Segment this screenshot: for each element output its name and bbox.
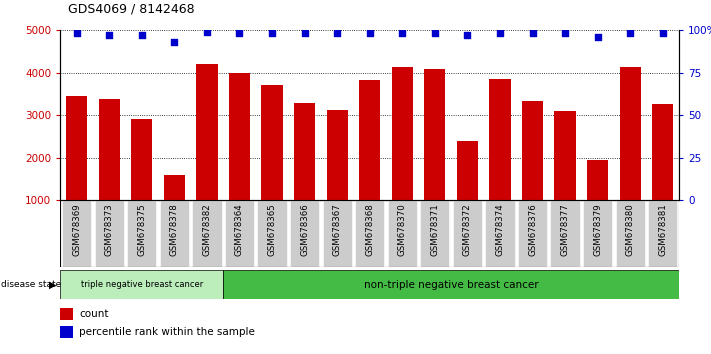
Text: ▶: ▶ (49, 280, 57, 290)
Bar (518, 200, 547, 267)
Point (169, 39, 180, 45)
Point (104, 32, 115, 38)
Text: GSM678371: GSM678371 (430, 203, 439, 256)
Point (234, 31, 245, 36)
Point (136, 32, 147, 38)
Bar (486, 200, 515, 267)
Point (364, 31, 375, 36)
Point (71, 31, 82, 36)
Text: GSM678368: GSM678368 (365, 203, 374, 256)
Point (527, 31, 538, 36)
Bar (60, 270, 223, 299)
Bar (225, 200, 254, 267)
Bar (453, 200, 482, 267)
Bar (192, 200, 222, 267)
Bar (616, 200, 645, 267)
Bar (229, 73, 250, 200)
Text: GSM678374: GSM678374 (496, 203, 504, 256)
Bar (424, 69, 445, 200)
Bar (326, 110, 348, 200)
Point (461, 32, 473, 38)
Bar (60, 308, 73, 320)
Bar (522, 102, 543, 200)
Bar (95, 200, 124, 267)
Point (397, 31, 408, 36)
Bar (555, 111, 576, 200)
Bar (652, 104, 673, 200)
Bar (489, 79, 510, 200)
Point (494, 31, 506, 36)
Bar (60, 326, 73, 338)
Bar (420, 200, 449, 267)
Bar (99, 99, 120, 200)
Text: percentile rank within the sample: percentile rank within the sample (79, 327, 255, 337)
Text: non-triple negative breast cancer: non-triple negative breast cancer (364, 280, 538, 290)
Text: GSM678376: GSM678376 (528, 203, 537, 256)
Bar (62, 200, 91, 267)
Text: GSM678378: GSM678378 (170, 203, 179, 256)
Text: GSM678367: GSM678367 (333, 203, 342, 256)
Bar (164, 175, 185, 200)
Bar (290, 200, 319, 267)
Point (429, 31, 441, 36)
Text: GSM678382: GSM678382 (203, 203, 211, 256)
Bar (262, 85, 283, 200)
Point (299, 31, 310, 36)
Bar (387, 200, 417, 267)
Point (331, 31, 343, 36)
Bar (550, 200, 579, 267)
Text: GSM678365: GSM678365 (267, 203, 277, 256)
Text: GSM678370: GSM678370 (397, 203, 407, 256)
Text: GSM678381: GSM678381 (658, 203, 667, 256)
Bar (132, 119, 152, 200)
Point (624, 31, 636, 36)
Text: triple negative breast cancer: triple negative breast cancer (81, 280, 203, 289)
Point (201, 29, 213, 35)
Point (657, 31, 668, 36)
Bar (355, 200, 385, 267)
Text: GDS4069 / 8142468: GDS4069 / 8142468 (68, 3, 194, 16)
Text: GSM678372: GSM678372 (463, 203, 472, 256)
Text: GSM678369: GSM678369 (73, 203, 81, 256)
Bar (323, 200, 352, 267)
Bar (127, 200, 156, 267)
Text: GSM678375: GSM678375 (137, 203, 146, 256)
Point (560, 31, 571, 36)
Bar (583, 200, 612, 267)
Bar (160, 200, 189, 267)
Bar (619, 67, 641, 200)
Text: GSM678366: GSM678366 (300, 203, 309, 256)
Bar (196, 64, 218, 200)
Text: GSM678373: GSM678373 (105, 203, 114, 256)
Bar (223, 270, 679, 299)
Bar (294, 103, 315, 200)
Text: GSM678364: GSM678364 (235, 203, 244, 256)
Bar (66, 96, 87, 200)
Text: count: count (79, 309, 109, 319)
Text: disease state: disease state (1, 280, 61, 289)
Bar (359, 80, 380, 200)
Bar (648, 200, 678, 267)
Bar (456, 141, 478, 200)
Bar (257, 200, 287, 267)
Text: GSM678377: GSM678377 (560, 203, 570, 256)
Point (592, 34, 604, 40)
Point (267, 31, 278, 36)
Bar (587, 160, 608, 200)
Bar (392, 67, 413, 200)
Text: GSM678379: GSM678379 (593, 203, 602, 256)
Text: GSM678380: GSM678380 (626, 203, 635, 256)
